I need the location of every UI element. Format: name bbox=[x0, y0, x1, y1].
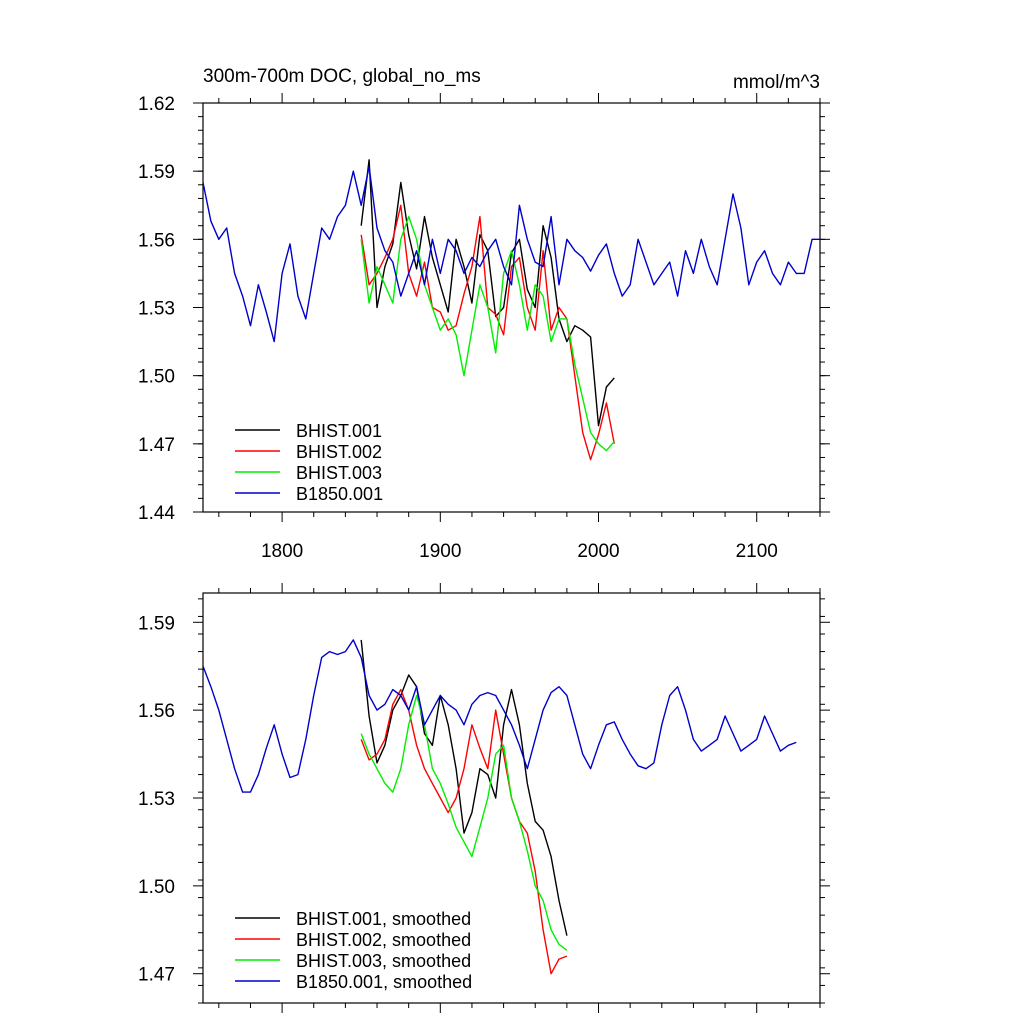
x-tick-label: 1900 bbox=[419, 541, 461, 562]
series-line bbox=[203, 639, 797, 793]
y-tick-label: 1.44 bbox=[138, 503, 175, 524]
legend-label: BHIST.001 bbox=[296, 421, 382, 441]
y-tick-label: 1.53 bbox=[138, 789, 175, 810]
y-tick-label: 1.50 bbox=[138, 877, 175, 898]
x-tick-label: 2100 bbox=[736, 541, 778, 562]
legend-label: BHIST.002 bbox=[296, 442, 382, 462]
legend-label: BHIST.003 bbox=[296, 463, 382, 483]
chart-title: 300m-700m DOC, global_no_ms bbox=[203, 66, 481, 87]
y-tick-label: 1.47 bbox=[138, 965, 175, 986]
series-line bbox=[360, 215, 615, 452]
series-line bbox=[360, 639, 568, 936]
y-tick-label: 1.47 bbox=[138, 435, 175, 456]
legend-label: B1850.001, smoothed bbox=[296, 972, 472, 992]
x-tick-label: 2000 bbox=[577, 541, 619, 562]
series-line bbox=[360, 204, 615, 461]
y-tick-label: 1.56 bbox=[138, 701, 175, 722]
legend-label: B1850.001 bbox=[296, 484, 383, 504]
y-tick-label: 1.53 bbox=[138, 299, 175, 320]
units-label: mmol/m^3 bbox=[733, 72, 820, 93]
legend-label: BHIST.001, smoothed bbox=[296, 909, 471, 929]
y-tick-label: 1.59 bbox=[138, 162, 175, 183]
top-panel: 1800 1900 2000 2100 1.44 1.47 1.50 1.53 1.56 1.59… bbox=[138, 93, 830, 562]
y-tick-label: 1.62 bbox=[138, 94, 175, 115]
y-tick-label: 1.59 bbox=[138, 613, 175, 634]
y-tick-label: 1.56 bbox=[138, 230, 175, 251]
legend-label: BHIST.003, smoothed bbox=[296, 951, 471, 971]
series-line bbox=[360, 694, 568, 951]
series-line bbox=[203, 165, 820, 343]
series-line bbox=[360, 688, 568, 975]
x-tick-label: 1800 bbox=[261, 541, 303, 562]
legend-label: BHIST.002, smoothed bbox=[296, 930, 471, 950]
y-tick-label: 1.50 bbox=[138, 367, 175, 388]
